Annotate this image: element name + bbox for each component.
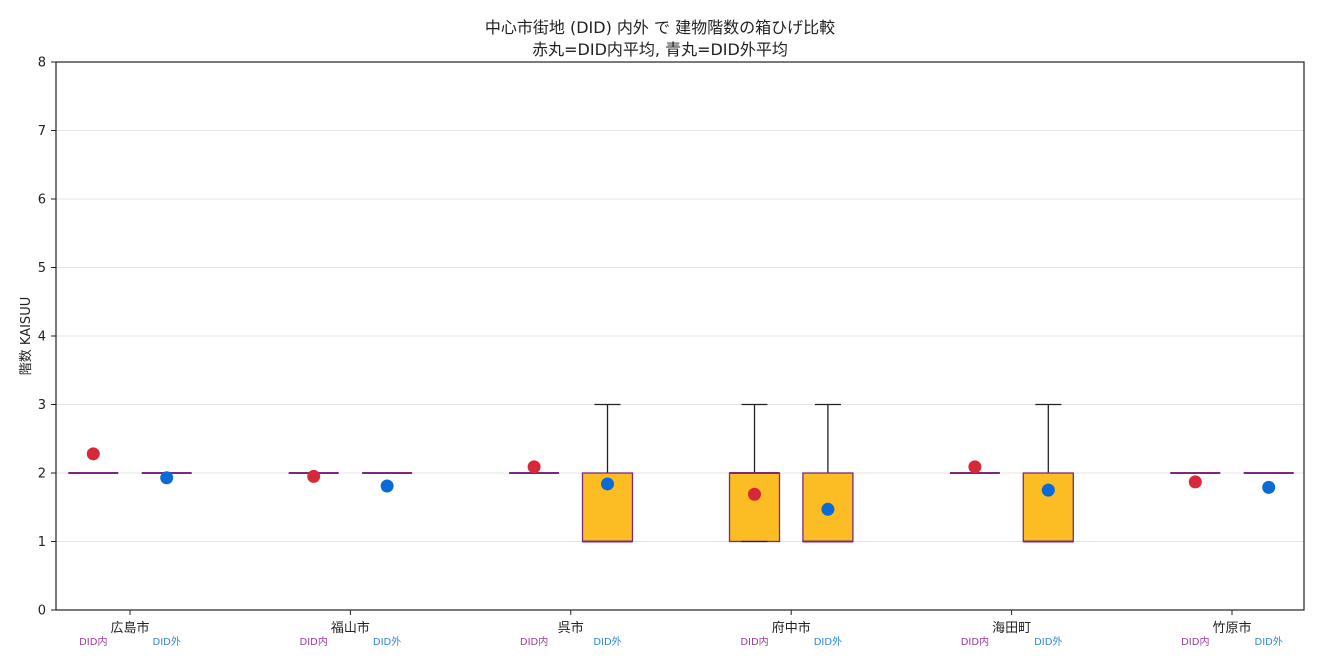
plot-frame	[55, 61, 1305, 611]
mean-dot-did-out	[1041, 483, 1055, 497]
box-did-out	[1243, 472, 1294, 494]
mean-dot-did-in	[968, 460, 982, 474]
mean-dot-did-in	[1188, 475, 1202, 489]
y-axis-label: 階数 KAISUU	[19, 297, 34, 375]
mean-dot-did-out	[160, 471, 174, 485]
y-tick-label: 8	[38, 56, 46, 71]
mean-dot-did-out	[380, 479, 394, 493]
group-sub-label: DID内	[520, 635, 548, 648]
box-did-out	[1022, 403, 1074, 543]
box-did-out	[362, 472, 413, 493]
category-label: 海田町	[992, 621, 1031, 636]
group-sub-label: DID内	[740, 635, 768, 648]
mean-dot-did-in	[527, 460, 541, 474]
category-label: 福山市	[331, 620, 370, 636]
box-did-out	[802, 403, 854, 543]
box-did-in	[509, 460, 560, 474]
mean-dot-did-in	[86, 447, 100, 461]
box-did-in	[68, 447, 119, 474]
group-sub-label: DID外	[593, 636, 621, 648]
y-tick-label: 0	[38, 604, 46, 619]
box-did-in	[1170, 472, 1221, 489]
group-sub-label: DID外	[814, 636, 842, 648]
box-rect	[728, 472, 781, 543]
group-sub-label: DID外	[373, 636, 401, 648]
mean-dot-did-out	[601, 477, 614, 491]
group-sub-label: DID内	[79, 635, 107, 648]
group-sub-label: DID外	[1034, 636, 1062, 648]
y-tick-label: 6	[38, 193, 46, 208]
group-sub-label: DID外	[153, 636, 181, 648]
group-sub-label: DID内	[1181, 635, 1209, 648]
chart-title: 中心市街地 (DID) 内外 で 建物階数の箱ひげ比較	[484, 18, 836, 37]
y-tick-label: 4	[38, 330, 46, 345]
y-tick-label: 7	[38, 124, 46, 139]
box-rect	[1022, 472, 1074, 543]
y-tick-label: 2	[38, 467, 46, 482]
category-label: 広島市	[110, 620, 149, 636]
box-did-out	[141, 471, 192, 485]
category-label: 竹原市	[1212, 620, 1251, 636]
box-did-in	[288, 469, 339, 483]
chart-subtitle: 赤丸=DID内平均, 青丸=DID外平均	[532, 40, 788, 59]
y-tick-label: 3	[38, 398, 46, 413]
mean-dot-did-out	[821, 502, 835, 516]
y-tick-label: 5	[38, 261, 46, 276]
box-did-out	[581, 403, 634, 543]
mean-dot-did-in	[748, 487, 761, 501]
category-label: 呉市	[558, 620, 584, 636]
category-label: 府中市	[772, 620, 811, 636]
mean-dot-did-in	[307, 469, 321, 483]
group-sub-label: DID内	[961, 635, 989, 648]
mean-dot-did-out	[1262, 480, 1276, 494]
group-sub-label: DID内	[300, 635, 328, 648]
box-did-in	[728, 403, 781, 543]
group-sub-label: DID外	[1255, 636, 1283, 648]
box-did-in	[949, 460, 1000, 474]
y-tick-label: 1	[38, 535, 46, 550]
